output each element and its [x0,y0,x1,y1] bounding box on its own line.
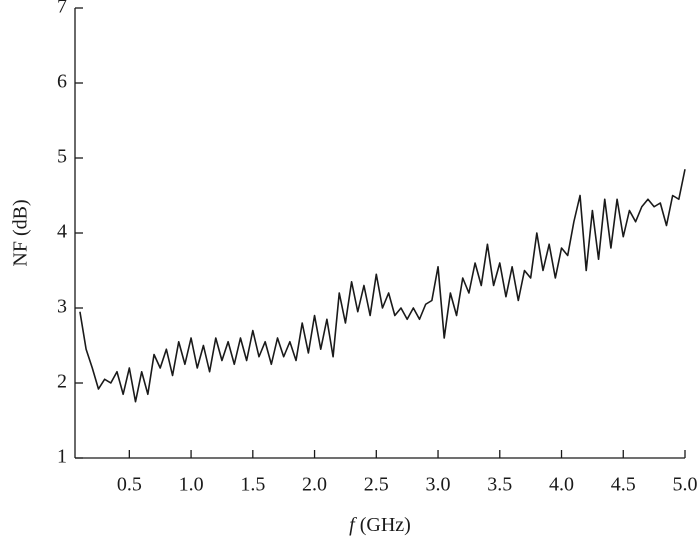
data-line [79,169,686,403]
y-tick-label: 6 [57,71,67,93]
y-tick-label: 3 [57,296,67,318]
x-axis-unit: (GHz) [360,514,411,536]
y-axis-label: NF (dB) [10,199,32,266]
y-tick-label: 2 [57,371,67,393]
x-tick-label: 2.0 [302,474,327,496]
x-tick-label: 0.5 [117,474,142,496]
y-tick-label: 7 [57,0,67,18]
x-axis-var: f [349,514,357,536]
y-tick-label: 5 [57,146,67,168]
y-tick-label: 1 [57,446,67,468]
y-tick-label: 4 [57,221,67,243]
x-tick-label: 5.0 [673,474,698,496]
x-tick-label: 4.0 [549,474,574,496]
x-tick-label: 2.5 [364,474,389,496]
x-tick-label: 1.0 [179,474,204,496]
x-tick-label: 4.5 [611,474,636,496]
x-axis-label: f (GHz) [349,514,411,536]
x-tick-label: 3.5 [487,474,512,496]
x-tick-label: 3.0 [426,474,451,496]
x-tick-label: 1.5 [240,474,265,496]
